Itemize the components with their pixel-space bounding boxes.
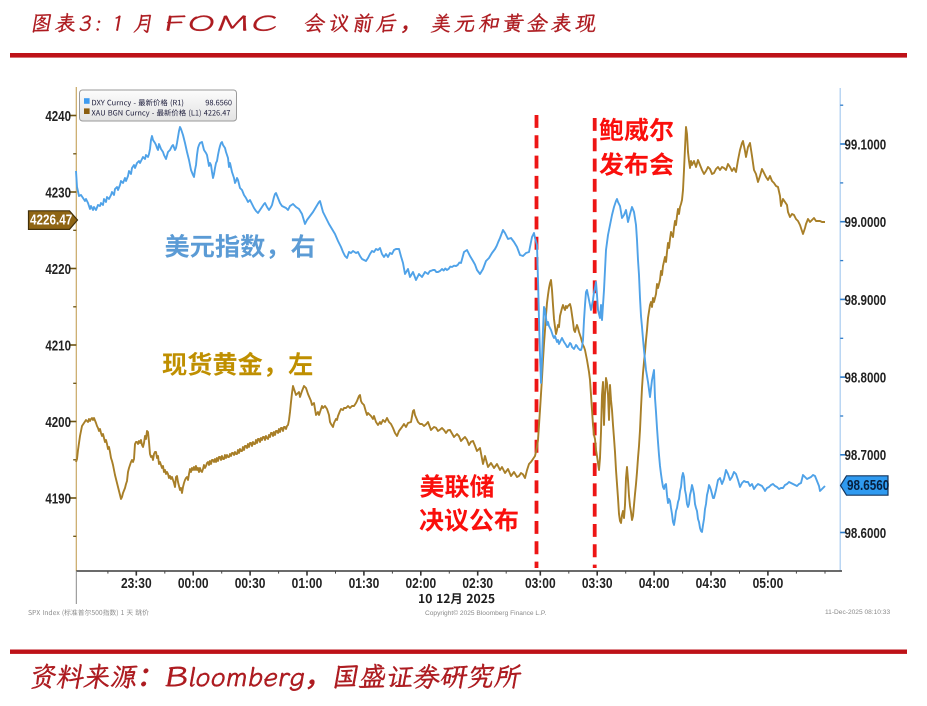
svg-text:4200: 4200: [45, 413, 71, 430]
svg-text:4190: 4190: [45, 490, 71, 507]
svg-text:4240: 4240: [45, 107, 71, 124]
svg-text:Copyright© 2025 Bloomberg Fina: Copyright© 2025 Bloomberg Finance L.P.: [425, 609, 546, 617]
svg-text:03:30: 03:30: [582, 575, 613, 592]
svg-text:98.9000: 98.9000: [845, 291, 887, 308]
svg-text:4220: 4220: [45, 260, 71, 277]
svg-text:02:30: 02:30: [462, 575, 493, 592]
svg-text:99.0000: 99.0000: [845, 214, 887, 231]
svg-text:01:30: 01:30: [349, 575, 380, 592]
svg-text:4210: 4210: [45, 337, 71, 354]
svg-text:98.6000: 98.6000: [845, 524, 887, 541]
svg-text:98.7000: 98.7000: [845, 447, 887, 464]
svg-text:04:00: 04:00: [639, 575, 670, 592]
svg-text:04:30: 04:30: [696, 575, 727, 592]
svg-text:01:00: 01:00: [292, 575, 323, 592]
svg-text:03:00: 03:00: [525, 575, 556, 592]
svg-text:4230: 4230: [45, 184, 71, 201]
svg-text:4226.47: 4226.47: [30, 211, 72, 228]
svg-text:02:00: 02:00: [405, 575, 436, 592]
svg-text:05:00: 05:00: [753, 575, 784, 592]
svg-text:11-Dec-2025 08:10:33: 11-Dec-2025 08:10:33: [825, 609, 890, 616]
svg-text:98.8000: 98.8000: [845, 369, 887, 386]
svg-text:98.6560: 98.6560: [847, 477, 889, 494]
svg-text:00:00: 00:00: [178, 575, 209, 592]
svg-text:00:30: 00:30: [235, 575, 266, 592]
svg-text:23:30: 23:30: [121, 575, 152, 592]
svg-text:99.1000: 99.1000: [845, 136, 887, 153]
